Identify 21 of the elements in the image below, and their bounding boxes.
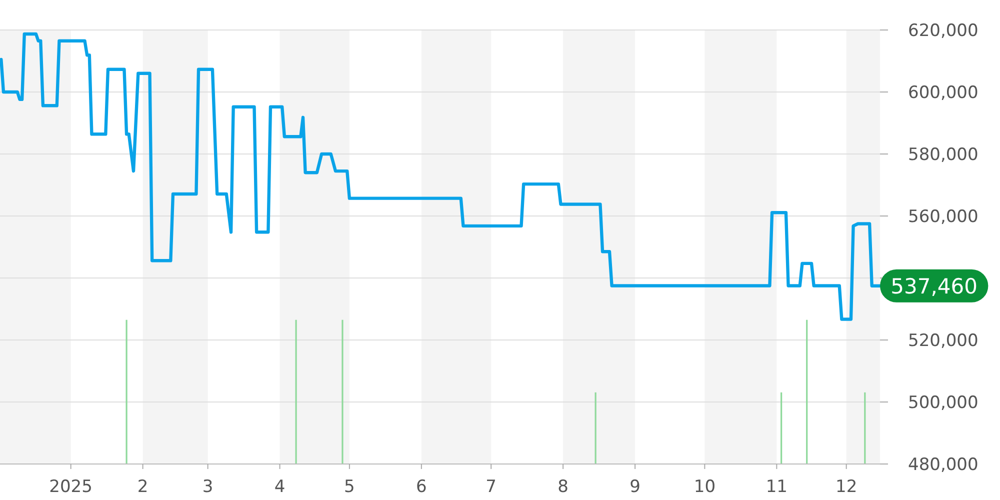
x-tick-label: 4 bbox=[274, 477, 286, 497]
y-tick-label: 500,000 bbox=[908, 393, 978, 414]
y-tick-label: 520,000 bbox=[908, 331, 978, 352]
x-tick-label: 7 bbox=[486, 477, 496, 497]
annotation: 537,460 bbox=[890, 274, 978, 298]
y-tick-label: 580,000 bbox=[908, 145, 978, 166]
x-tick-label: 9 bbox=[630, 477, 640, 497]
x-tick-label: 6 bbox=[416, 477, 427, 497]
line-series bbox=[0, 32, 882, 321]
y-tick-label: 600,000 bbox=[908, 83, 978, 104]
x-tick-label: 10 bbox=[694, 477, 716, 497]
y-tick-label: 620,000 bbox=[908, 21, 978, 42]
x-tick-label: 11 bbox=[766, 477, 788, 497]
x-tick-label: 12 bbox=[836, 477, 858, 497]
y-tick-label: 480,000 bbox=[908, 455, 978, 476]
x-tick-label: 3 bbox=[202, 477, 214, 497]
x-tick-label: 2025 bbox=[49, 477, 92, 497]
x-tick-label: 8 bbox=[558, 477, 568, 497]
y-tick-label: 560,000 bbox=[908, 207, 978, 228]
x-tick-label: 5 bbox=[344, 477, 355, 497]
x-tick-label: 2 bbox=[137, 477, 148, 497]
